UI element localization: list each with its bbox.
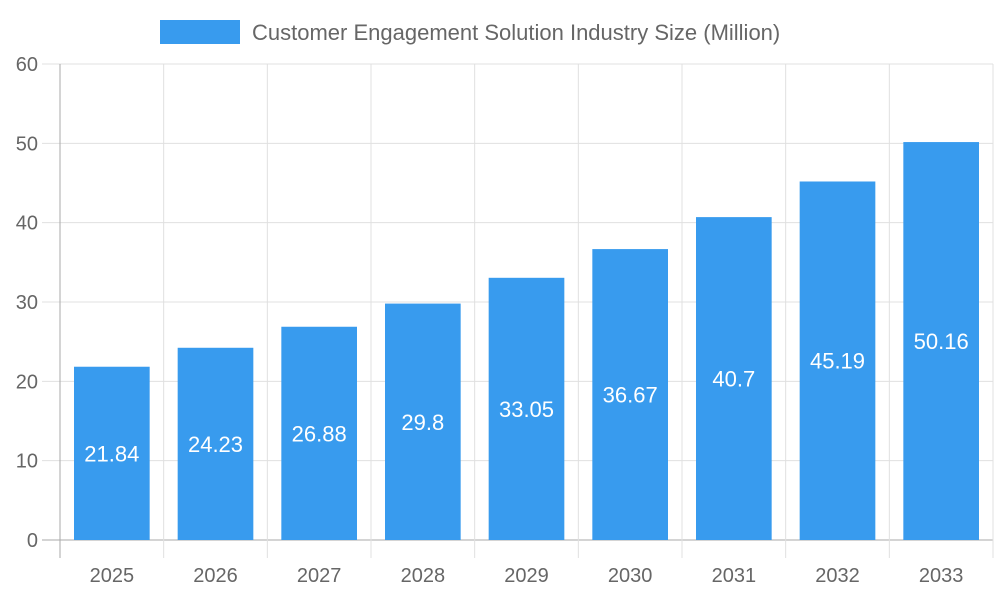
data-label: 33.05 (499, 397, 554, 422)
data-label: 29.8 (401, 410, 444, 435)
x-tick-label: 2026 (193, 565, 238, 587)
legend-swatch (160, 20, 240, 44)
bar (177, 347, 254, 540)
y-tick-label: 30 (16, 292, 38, 314)
x-tick-label: 2025 (90, 565, 135, 587)
x-tick-label: 2033 (919, 565, 964, 587)
data-label: 45.19 (810, 349, 865, 374)
x-tick-label: 2030 (608, 565, 653, 587)
bar (74, 366, 150, 540)
data-label: 26.88 (292, 421, 347, 446)
x-tick-label: 2029 (504, 565, 549, 587)
data-label: 36.67 (603, 383, 658, 408)
x-tick-label: 2027 (297, 565, 342, 587)
x-tick-label: 2031 (712, 565, 757, 587)
data-label: 21.84 (84, 441, 139, 466)
y-tick-label: 0 (27, 530, 38, 552)
y-tick-label: 10 (16, 451, 38, 473)
y-tick-label: 50 (16, 133, 38, 155)
data-label: 50.16 (914, 329, 969, 354)
y-tick-label: 20 (16, 371, 38, 393)
bar (696, 217, 772, 540)
data-label: 24.23 (188, 432, 243, 457)
bar (385, 303, 461, 540)
legend-label: Customer Engagement Solution Industry Si… (252, 20, 780, 45)
data-label: 40.7 (712, 367, 755, 392)
bar (903, 142, 979, 540)
y-tick-label: 60 (16, 54, 38, 76)
x-tick-label: 2028 (401, 565, 446, 587)
x-tick-label: 2032 (815, 565, 860, 587)
bar (281, 326, 357, 540)
bar (592, 249, 668, 541)
bar (799, 181, 876, 540)
y-tick-label: 40 (16, 213, 38, 235)
bar (488, 277, 565, 540)
